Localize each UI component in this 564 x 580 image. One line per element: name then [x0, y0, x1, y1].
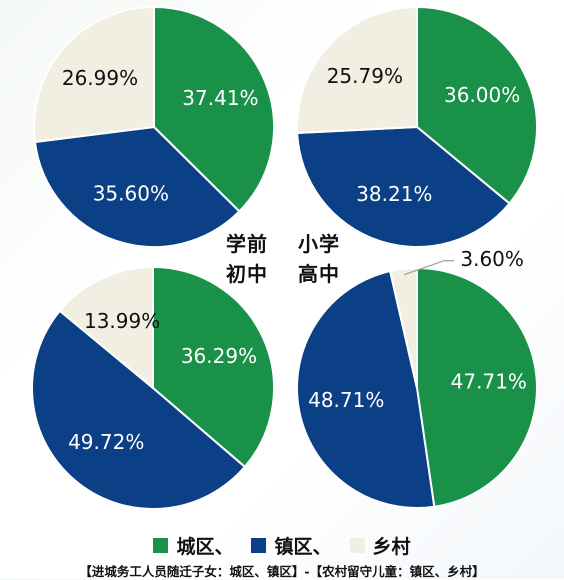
pie4-label-urban: 47.71%: [451, 369, 527, 393]
legend-item-urban: 城区、: [153, 532, 233, 559]
legend: 城区、 镇区、 乡村: [0, 532, 564, 559]
pie4-slice-rural: [388, 266, 418, 389]
pie1-slice-urban: [153, 5, 275, 213]
legend-label-rural: 乡村: [372, 536, 411, 558]
legend-swatch-rural: [349, 538, 365, 553]
pie1-label-town: 35.60%: [93, 182, 169, 206]
pie1-slice-rural: [33, 5, 155, 144]
pie2-slice-rural: [296, 5, 418, 135]
pie1-label-urban: 37.41%: [182, 86, 258, 110]
pie-title-primary: 小学: [298, 232, 340, 256]
pie1-label-rural: 26.99%: [62, 66, 138, 90]
pie3-label-town: 49.72%: [68, 430, 144, 454]
pie2-slice-urban: [416, 5, 538, 205]
pie2-label-rural: 25.79%: [327, 64, 403, 88]
pie3-slice-town: [31, 309, 247, 510]
legend-swatch-town: [251, 538, 267, 553]
legend-label-town: 镇区、: [274, 536, 332, 558]
pie3-slice-urban: [152, 265, 275, 469]
pie2-label-urban: 36.00%: [444, 83, 520, 107]
pie3-slice-rural: [58, 265, 154, 391]
pie4-leader-line: [403, 260, 455, 276]
pie4-label-town: 48.71%: [308, 388, 384, 412]
pie4-slice-urban: [416, 266, 539, 508]
pie-title-junior: 初中: [226, 262, 268, 286]
legend-item-rural: 乡村: [349, 532, 411, 559]
pie4-label-rural: 3.60%: [460, 247, 524, 271]
pie-title-senior: 高中: [298, 262, 340, 286]
pie4-slice-town: [296, 269, 436, 509]
pie2-label-town: 38.21%: [356, 182, 432, 206]
pie3-label-urban: 36.29%: [181, 344, 257, 368]
legend-label-urban: 城区、: [176, 536, 234, 558]
pie2-slice-town: [296, 125, 511, 248]
caption: 【进城务工人员随迁子女：城区、镇区】-【农村留守儿童：镇区、乡村】: [79, 564, 485, 579]
legend-item-town: 镇区、: [251, 532, 332, 559]
pie3-label-rural: 13.99%: [84, 309, 160, 333]
legend-swatch-urban: [153, 538, 169, 553]
pie-title-preschool: 学前: [226, 232, 268, 256]
pie-charts: 37.41% 35.60% 26.99% 36.00% 38.21% 25.79% 36.2…: [31, 5, 539, 510]
pie1-slice-town: [33, 125, 241, 248]
